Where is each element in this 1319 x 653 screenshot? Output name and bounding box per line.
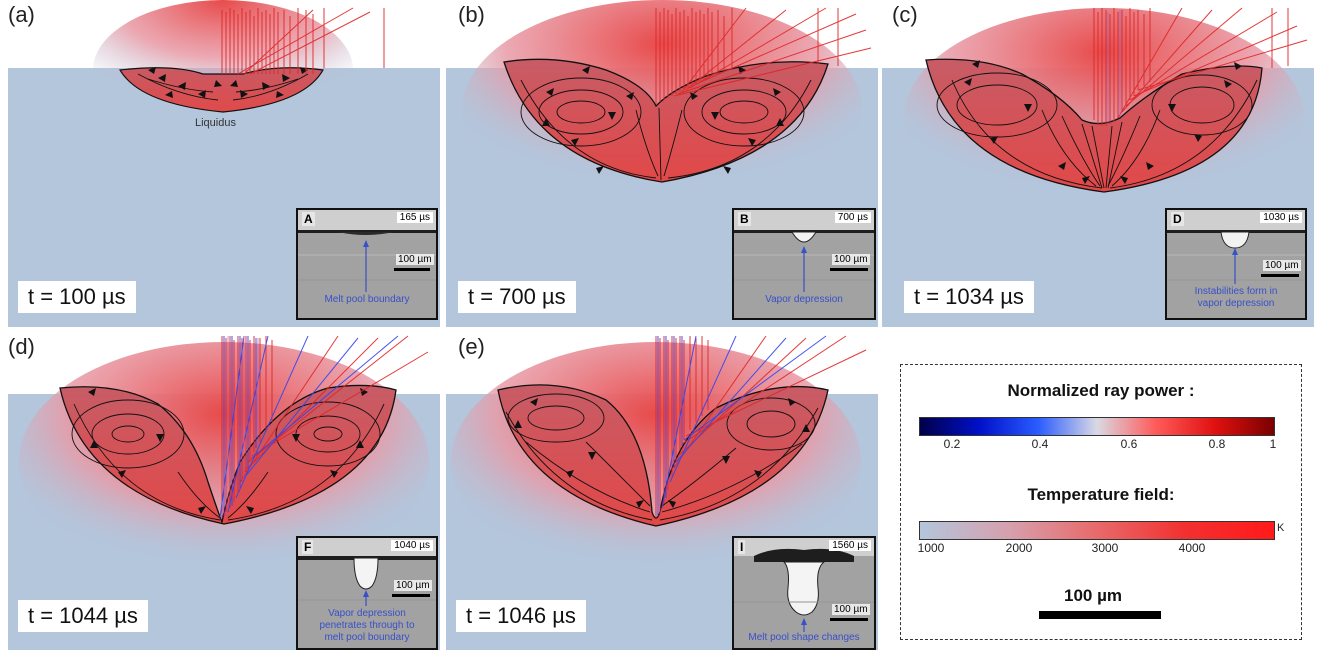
inset-scale-label: 100 µm [832, 604, 870, 615]
xray-inset-b: B 700 µs 100 µm Vapor depression [732, 208, 876, 320]
inset-letter: F [302, 540, 314, 554]
temperature-title: Temperature field: [1027, 485, 1175, 504]
scale-bar-label: 100 µm [1064, 586, 1122, 605]
xray-inset-e: I 1560 µs 100 µm Melt pool shape changes [732, 536, 876, 650]
xray-inset-c: D 1030 µs 100 µm Instabilities form in v… [1165, 208, 1307, 320]
inset-scale-label: 100 µm [832, 254, 870, 265]
simulation-c [882, 7, 1314, 327]
xray-inset-d: F 1040 µs 100 µm Vapor depression penetr… [296, 536, 438, 650]
inset-caption: Instabilities form in vapor depression [1194, 286, 1278, 309]
temp-tick: 3000 [1091, 541, 1119, 555]
panel-c: (c) t = 1034 µs D 1030 µs 100 µm Instabi… [882, 0, 1314, 327]
temp-tick: 2000 [1005, 541, 1033, 555]
ray-tick: 1 [1269, 437, 1277, 451]
laser-rays [221, 7, 385, 75]
laser-rays [219, 335, 429, 519]
temp-tick: 1000 [917, 541, 945, 555]
panel-label: (a) [8, 2, 35, 27]
panel-b: (b) t = 700 µs B 700 µs 100 µm Vapor dep… [446, 0, 878, 327]
time-label: t = 700 µs [458, 281, 576, 313]
inset-letter: D [1171, 212, 1184, 226]
time-label: t = 100 µs [18, 281, 136, 313]
liquidus-label: Liquidus [195, 117, 236, 129]
legend-box: Normalized ray power : 0.2 0.4 0.6 0.8 1… [900, 364, 1302, 640]
scale-bar [1039, 611, 1161, 619]
time-label: t = 1044 µs [18, 600, 148, 632]
ray-power-colorbar [919, 417, 1275, 436]
inset-time: 1030 µs [1260, 212, 1302, 223]
inset-caption: Melt pool boundary [324, 294, 410, 305]
inset-scale-label: 100 µm [1263, 260, 1301, 271]
inset-scale-label: 100 µm [396, 254, 434, 265]
inset-time: 165 µs [396, 212, 433, 223]
temp-tick: 4000 [1178, 541, 1206, 555]
time-label: t = 1046 µs [456, 600, 586, 632]
temperature-unit: K [1277, 522, 1285, 534]
laser-rays [1093, 7, 1308, 126]
ray-tick: 0.2 [943, 437, 961, 451]
laser-rays [655, 335, 867, 518]
panel-label: (e) [458, 334, 485, 359]
xray-image [298, 538, 436, 648]
ray-tick: 0.6 [1120, 437, 1138, 451]
panel-label: (c) [892, 2, 918, 27]
panel-d: (d) t = 1044 µs F 1040 µs 100 µm Vapor d… [8, 332, 440, 650]
inset-letter: B [738, 212, 751, 226]
inset-caption: Melt pool shape changes [748, 632, 860, 643]
inset-caption: Vapor depression [765, 294, 843, 305]
inset-caption: Vapor depression penetrates through to m… [319, 608, 415, 643]
inset-time: 1040 µs [391, 540, 433, 551]
inset-letter: I [738, 540, 746, 554]
xray-inset-a: A 165 µs 100 µm Melt pool boundary [296, 208, 438, 320]
inset-time: 700 µs [834, 212, 871, 223]
simulation-b [446, 0, 878, 327]
panel-e: (e) t = 1046 µs I 1560 µs 100 µm Melt po… [446, 332, 878, 650]
xray-image [734, 538, 874, 648]
ray-tick: 0.4 [1031, 437, 1049, 451]
time-label: t = 1034 µs [904, 281, 1034, 313]
panel-label: (b) [458, 2, 485, 27]
ray-tick: 0.8 [1208, 437, 1226, 451]
ray-power-title: Normalized ray power : [1007, 381, 1195, 400]
temperature-colorbar [919, 521, 1275, 540]
inset-scale-label: 100 µm [394, 580, 432, 591]
inset-time: 1560 µs [829, 540, 871, 551]
panel-label: (d) [8, 334, 35, 359]
inset-letter: A [302, 212, 315, 226]
laser-rays [655, 7, 872, 104]
panel-a: (a) Liquidus t = 100 µs A 165 µs 100 µm … [8, 0, 440, 327]
